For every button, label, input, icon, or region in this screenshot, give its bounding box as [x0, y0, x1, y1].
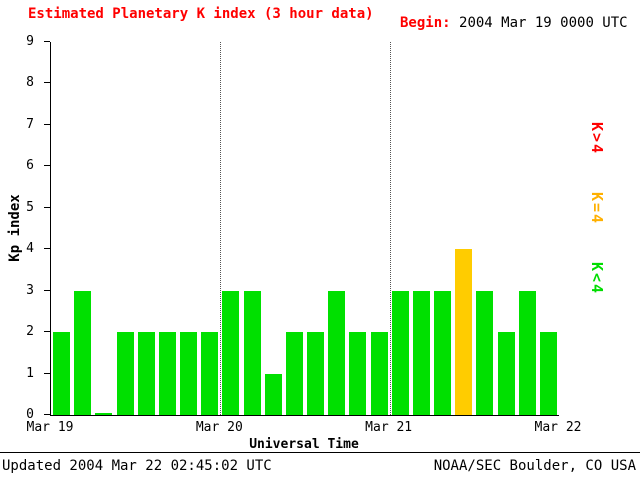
- y-tick-mark: [44, 414, 50, 415]
- y-tick-label: 4: [26, 241, 34, 257]
- y-tick-mark: [44, 165, 50, 167]
- kp-bar: [539, 332, 557, 415]
- y-tick-mark: [44, 289, 50, 291]
- kp-bar: [95, 413, 113, 415]
- plot-area: [50, 42, 559, 416]
- chart-title: Estimated Planetary K index (3 hour data…: [28, 6, 374, 22]
- y-tick-mark: [44, 123, 50, 125]
- y-tick-label: 1: [26, 365, 34, 381]
- kp-bar: [391, 291, 409, 415]
- y-tick-label: 9: [26, 34, 34, 49]
- kp-bar: [349, 332, 367, 415]
- y-tick-label: 0: [26, 407, 34, 422]
- x-tick-label: Mar 20: [195, 420, 243, 435]
- kp-bar: [158, 332, 176, 415]
- day-boundary-line: [220, 42, 221, 415]
- kp-bar: [285, 332, 303, 415]
- kp-bar: [53, 332, 71, 415]
- y-tick-mark: [44, 372, 50, 374]
- y-tick-label: 2: [26, 324, 34, 340]
- kp-bar: [116, 332, 134, 415]
- x-tick-label: Mar 22: [534, 420, 582, 435]
- kp-bar: [328, 291, 346, 415]
- kp-bar: [518, 291, 536, 415]
- kp-bar: [434, 291, 452, 415]
- kp-bar: [455, 249, 473, 415]
- legend-item-k-eq-4: K=4: [588, 192, 606, 226]
- y-tick-label: 8: [26, 75, 34, 91]
- kp-bar: [222, 291, 240, 415]
- kp-bar: [243, 291, 261, 415]
- credit-text: NOAA/SEC Boulder, CO USA: [433, 458, 636, 474]
- kp-bar: [412, 291, 430, 415]
- begin-line: Begin: 2004 Mar 19 0000 UTC: [400, 15, 628, 31]
- y-tick-mark: [44, 206, 50, 208]
- legend-item-k-gt-4: K>4: [588, 122, 606, 156]
- kp-bar: [370, 332, 388, 415]
- kp-bar: [180, 332, 198, 415]
- y-tick-label: 5: [26, 199, 34, 215]
- y-tick-label: 3: [26, 282, 34, 298]
- x-tick-label: Mar 21: [365, 420, 413, 435]
- footer-divider: [0, 452, 640, 453]
- y-axis-ticks: 0 1 2 3 4 5 6 7 8 9: [0, 34, 50, 422]
- begin-start-datetime: 2004 Mar 19 0000 UTC: [459, 15, 628, 31]
- kp-bar: [307, 332, 325, 415]
- day-boundary-line: [390, 42, 391, 415]
- updated-timestamp: Updated 2004 Mar 22 02:45:02 UTC: [2, 458, 272, 474]
- kp-bar: [476, 291, 494, 415]
- x-axis-ticks: Mar 19 Mar 20 Mar 21 Mar 22: [27, 420, 582, 436]
- kp-bar: [201, 332, 219, 415]
- x-axis-title: Universal Time: [249, 437, 359, 452]
- kp-bar: [74, 291, 92, 415]
- y-tick-mark: [44, 82, 50, 84]
- legend-item-k-lt-4: K<4: [588, 262, 606, 296]
- kp-bar: [137, 332, 155, 415]
- y-tick-mark: [44, 41, 50, 42]
- x-tick-label: Mar 19: [26, 420, 74, 435]
- begin-label: Begin:: [400, 15, 451, 31]
- y-tick-mark: [44, 248, 50, 250]
- y-tick-mark: [44, 331, 50, 333]
- y-tick-label: 7: [26, 116, 34, 132]
- kp-bar: [264, 374, 282, 415]
- kp-bar: [497, 332, 515, 415]
- y-tick-label: 6: [26, 158, 34, 174]
